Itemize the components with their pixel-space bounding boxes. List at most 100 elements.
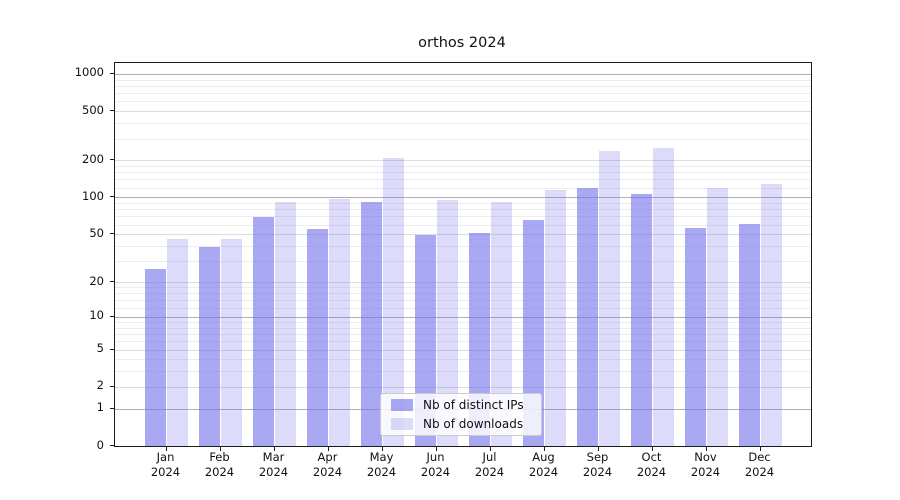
gridline-minor <box>115 341 811 343</box>
x-tick-label: Mar 2024 <box>246 450 302 479</box>
gridline-minor <box>115 322 811 323</box>
y-tick-label: 20 <box>89 273 104 288</box>
bar-downloads <box>599 150 620 446</box>
gridline-minor <box>115 293 811 295</box>
x-tick-mark <box>435 446 437 451</box>
x-tick-mark <box>273 446 275 451</box>
gridline-minor <box>115 371 811 373</box>
bar-distinct-ips <box>685 228 706 446</box>
x-tick-month: Nov <box>694 450 717 464</box>
bar-downloads <box>491 201 512 446</box>
bar-distinct-ips <box>253 217 274 446</box>
gridline-minor <box>115 138 811 140</box>
x-tick-mark <box>651 446 653 451</box>
bar-downloads <box>761 184 782 446</box>
bar-downloads <box>437 200 458 446</box>
legend-label-distinct-ips: Nb of distinct IPs <box>423 398 524 413</box>
x-tick-year: 2024 <box>744 464 775 479</box>
x-tick-month: Oct <box>641 450 662 464</box>
bar-distinct-ips <box>577 187 598 446</box>
bar-downloads <box>707 188 728 446</box>
bar-downloads <box>329 199 350 446</box>
gridline-minor <box>115 187 811 189</box>
legend-item-distinct-ips: Nb of distinct IPs <box>381 397 541 414</box>
y-tick-label: 5 <box>96 341 104 355</box>
gridline-minor <box>115 203 811 205</box>
gridline-minor <box>115 85 811 87</box>
y-tick-label: 100 <box>82 188 104 203</box>
x-tick-mark <box>381 446 383 451</box>
gridline-minor <box>115 172 811 174</box>
bar-downloads <box>383 157 404 446</box>
y-tick-mark <box>110 385 115 387</box>
y-tick-mark <box>110 72 115 74</box>
x-tick-year: 2024 <box>366 464 397 479</box>
x-tick-month: Sep <box>586 450 609 464</box>
legend-swatch-downloads <box>391 417 413 430</box>
x-tick-mark <box>489 446 491 451</box>
gridline-minor <box>115 101 811 103</box>
x-tick-month: Mar <box>262 450 285 464</box>
y-tick-label: 1 <box>96 400 104 415</box>
gridline-minor <box>115 359 811 361</box>
y-tick-label: 500 <box>82 102 104 117</box>
x-tick-year: 2024 <box>312 464 343 479</box>
legend-item-downloads: Nb of downloads <box>381 415 541 432</box>
plot-area <box>114 62 812 447</box>
x-tick-year: 2024 <box>582 464 613 479</box>
x-tick-year: 2024 <box>636 464 667 479</box>
gridline-minor <box>115 287 811 289</box>
gridline-minor <box>115 166 811 168</box>
x-tick-mark <box>705 446 707 451</box>
chart-title: orthos 2024 <box>418 35 506 51</box>
y-tick-label: 50 <box>89 225 104 240</box>
y-tick-mark <box>110 110 115 112</box>
bar-distinct-ips <box>631 194 652 446</box>
x-tick-year: 2024 <box>474 464 505 479</box>
gridline-minor <box>115 307 811 309</box>
x-tick-label: Oct 2024 <box>624 450 680 479</box>
x-tick-label: Aug 2024 <box>516 450 572 479</box>
legend-label-downloads: Nb of downloads <box>423 416 524 431</box>
x-tick-label: Jul 2024 <box>462 450 518 479</box>
gridline-minor <box>115 179 811 181</box>
gridline-minor <box>115 334 811 336</box>
gridline-minor <box>115 246 811 247</box>
x-tick-year: 2024 <box>690 464 721 479</box>
y-tick-label: 1000 <box>74 65 104 80</box>
gridline-minor <box>115 79 811 81</box>
gridline-minor <box>115 216 811 218</box>
gridline-minor <box>115 93 811 95</box>
y-tick-label: 200 <box>82 151 104 166</box>
gridline <box>115 349 811 351</box>
x-tick-label: Feb 2024 <box>192 450 248 479</box>
x-tick-mark <box>759 446 761 451</box>
bar-downloads <box>275 201 296 446</box>
x-tick-month: Dec <box>748 450 771 464</box>
bar-distinct-ips <box>523 219 544 446</box>
x-tick-label: Jan 2024 <box>138 450 194 479</box>
bar-distinct-ips <box>145 268 166 446</box>
bar-downloads <box>653 148 674 446</box>
x-tick-label: Nov 2024 <box>678 450 734 479</box>
x-tick-month: Jul <box>482 450 497 464</box>
x-tick-mark <box>327 446 329 451</box>
x-tick-month: Feb <box>209 450 230 464</box>
bar-downloads <box>545 190 566 446</box>
y-tick-mark <box>110 315 115 317</box>
legend-swatch-distinct-ips <box>391 399 413 412</box>
x-tick-month: May <box>369 450 394 464</box>
y-tick-mark <box>110 407 115 409</box>
gridline-minor <box>115 209 811 211</box>
x-tick-label: May 2024 <box>354 450 410 479</box>
gridline-minor <box>115 123 811 125</box>
y-tick-mark <box>110 281 115 283</box>
y-tick-mark <box>110 233 115 235</box>
x-tick-month: Apr <box>317 450 338 464</box>
x-tick-label: Dec 2024 <box>732 450 788 479</box>
y-tick-mark <box>110 159 115 161</box>
x-tick-year: 2024 <box>258 464 289 479</box>
gridline-minor <box>115 300 811 302</box>
bar-distinct-ips <box>739 223 760 446</box>
